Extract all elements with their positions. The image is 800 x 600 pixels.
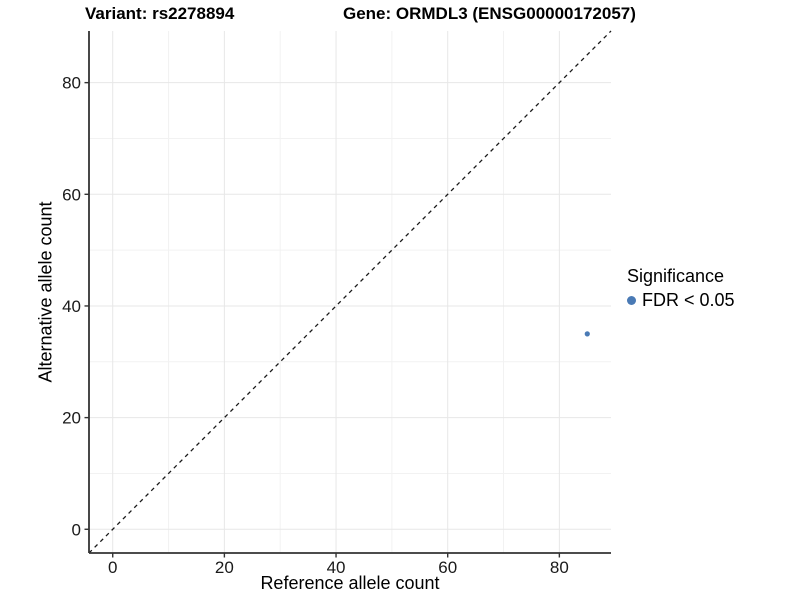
x-axis-title: Reference allele count bbox=[260, 573, 440, 593]
y-tick-label: 20 bbox=[62, 409, 81, 428]
x-tick-label: 60 bbox=[438, 558, 457, 577]
identity-line bbox=[88, 30, 612, 554]
variant-title: Variant: rs2278894 bbox=[85, 4, 235, 23]
y-axis-title: Alternative allele count bbox=[35, 201, 56, 383]
y-tick-label: 80 bbox=[62, 74, 81, 93]
legend-item-label: FDR < 0.05 bbox=[642, 290, 735, 310]
legend-title: Significance bbox=[627, 266, 725, 286]
y-tick-label: 60 bbox=[62, 185, 81, 204]
legend-item: FDR < 0.05 bbox=[627, 290, 735, 311]
x-tick-label: 40 bbox=[327, 558, 346, 577]
data-point bbox=[584, 331, 590, 337]
x-tick-label: 0 bbox=[108, 558, 117, 577]
legend-point-icon bbox=[627, 296, 636, 305]
gene-title: Gene: ORMDL3 (ENSG00000172057) bbox=[343, 4, 636, 23]
y-tick-label: 0 bbox=[72, 520, 81, 539]
legend: Significance FDR < 0.05 bbox=[627, 266, 735, 311]
x-tick-label: 80 bbox=[550, 558, 569, 577]
y-tick-label: 40 bbox=[62, 297, 81, 316]
x-tick-label: 20 bbox=[215, 558, 234, 577]
